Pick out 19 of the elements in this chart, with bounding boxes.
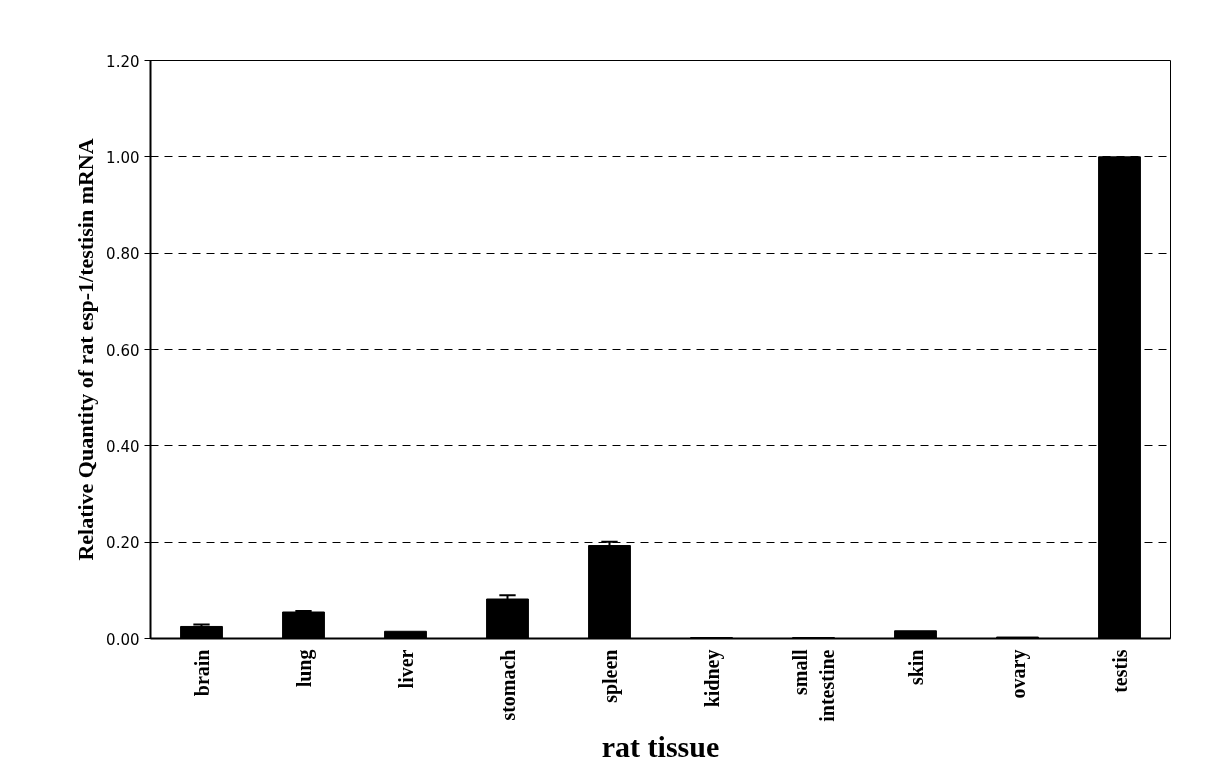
y-tick-label: 0.60 [106,341,140,360]
y-tick-label: 1.00 [106,148,140,167]
x-tick-label: liver [394,649,417,689]
y-tick-label: 0.20 [106,534,140,553]
y-tick-label: 1.20 [106,52,140,71]
x-tick-label: stomach [496,649,519,721]
x-tick-label: brain [190,649,213,697]
x-axis-title: rat tissue [601,729,720,763]
x-tick-label: testis [1108,649,1131,693]
y-axis-title: Relative Quantity of rat esp-1/testisin mRNA [73,138,99,561]
y-tick-label: 0.00 [106,630,140,649]
y-tick-label: 0.80 [106,245,140,264]
x-tick-label: ovary [1006,649,1030,699]
x-tick-label: skin [904,649,927,686]
x-tick-label: spleen [598,649,622,703]
x-tick-label: small intestine [789,649,838,722]
x-tick-label: kidney [700,649,724,708]
x-tick-label: lung [292,649,316,688]
y-tick-label: 0.40 [106,437,140,456]
